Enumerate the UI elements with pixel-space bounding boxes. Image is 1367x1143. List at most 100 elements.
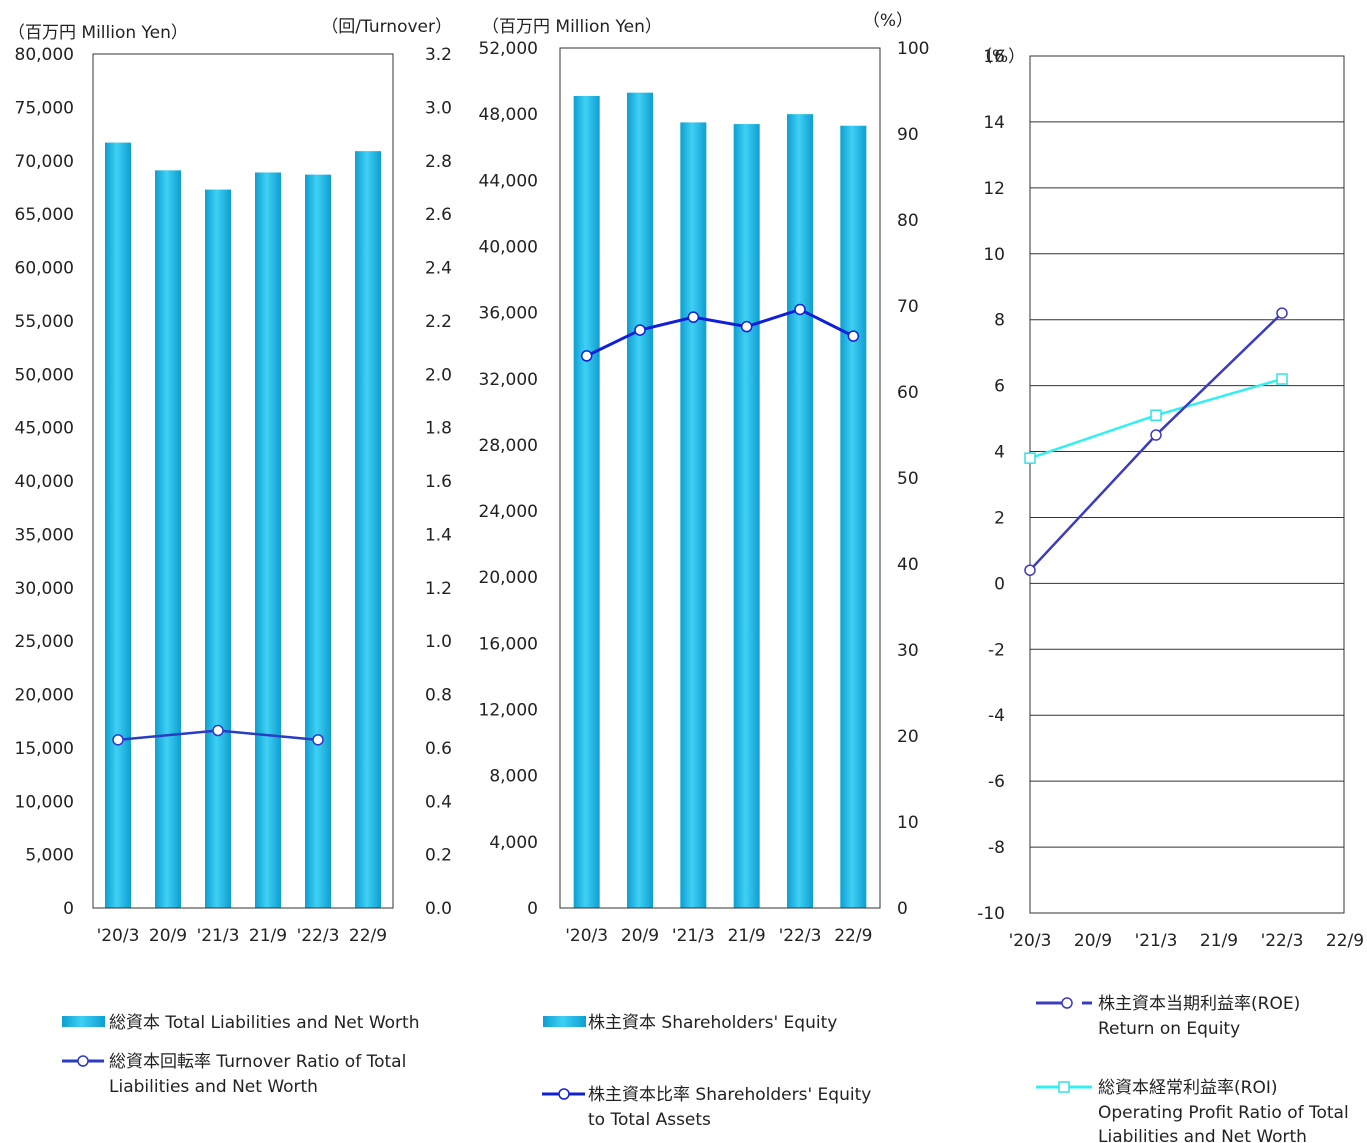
c1-left-tick-label: 65,000 <box>15 205 74 225</box>
c2-right-tick-label: 30 <box>897 641 919 661</box>
c1-category-label: 22/9 <box>349 926 387 946</box>
c2-category-label: '21/3 <box>672 926 715 946</box>
chart-shareholders-equity: （百万円 Million Yen） （%） 0 4,000 8,000 12,000 1… <box>479 11 930 946</box>
c2-equity-ratio-marker <box>794 303 806 316</box>
legend-c2-bar: 株主資本 Shareholders' Equity <box>543 1013 837 1033</box>
c2-right-tick-label: 0 <box>897 899 908 919</box>
c1-right-tick-label: 0.0 <box>425 899 452 919</box>
c1-bar <box>355 151 381 908</box>
c2-right-tick-label: 10 <box>897 813 919 833</box>
c1-turnover-marker <box>312 734 324 746</box>
c3-tick-label: 14 <box>983 113 1005 133</box>
c2-bars <box>573 92 867 909</box>
c3-roe-legend-marker <box>1061 997 1073 1009</box>
c3-axis-ticks: -10 -8 -6 -4 -2 0 2 4 6 8 10 12 14 16 <box>977 47 1005 924</box>
c1-left-tick-label: 0 <box>63 899 74 919</box>
c1-turnover-marker <box>212 724 224 737</box>
c2-left-tick-label: 44,000 <box>479 171 538 191</box>
c3-roe-polyline <box>1029 312 1283 572</box>
c2-equity-ratio-marker <box>740 320 753 333</box>
c3-tick-label: 16 <box>983 47 1005 67</box>
c2-left-tick-label: 48,000 <box>479 105 538 125</box>
c2-line-legend-label-2: to Total Assets <box>588 1110 711 1130</box>
c2-right-unit-label: （%） <box>863 11 913 31</box>
c1-left-tick-label: 80,000 <box>15 45 74 65</box>
c3-roi-marker <box>1150 409 1162 422</box>
c1-left-tick-label: 60,000 <box>15 259 74 279</box>
legend-c3-roe: 株主資本当期利益率(ROE) Return on Equity <box>1036 994 1300 1039</box>
c1-right-tick-label: 0.4 <box>425 792 452 812</box>
c1-bar <box>305 174 331 908</box>
c1-category-label: '22/3 <box>297 926 340 946</box>
c1-right-tick-label: 2.8 <box>425 152 452 172</box>
c3-category-label: 22/9 <box>1326 931 1364 951</box>
c3-unit-label: （%） <box>975 47 1025 67</box>
c2-line-legend-marker <box>558 1088 570 1100</box>
c1-turnover-marker <box>112 734 124 746</box>
c1-line-legend-label-2: Liabilities and Net Worth <box>109 1077 318 1097</box>
c2-category-label: '22/3 <box>779 926 822 946</box>
c2-right-tick-label: 20 <box>897 727 919 747</box>
c1-right-tick-label: 1.4 <box>425 525 452 545</box>
c2-left-tick-label: 16,000 <box>479 634 538 654</box>
c1-category-label: '20/3 <box>97 926 140 946</box>
c1-category-label: '21/3 <box>197 926 240 946</box>
c1-left-tick-label: 30,000 <box>15 579 74 599</box>
c2-left-unit-label: （百万円 Million Yen） <box>482 17 662 37</box>
c2-bar <box>627 92 653 908</box>
c3-tick-label: 10 <box>983 245 1005 265</box>
c1-category-labels: '20/3 20/9 '21/3 21/9 '22/3 22/9 <box>97 926 388 946</box>
c3-roe-marker <box>1024 564 1036 576</box>
c1-category-label: 21/9 <box>249 926 287 946</box>
c3-roi-legend-label-3: Liabilities and Net Worth <box>1098 1127 1307 1143</box>
c3-roi-marker <box>1024 452 1036 464</box>
c2-left-tick-label: 8,000 <box>489 767 538 787</box>
c2-equity-ratio-marker <box>580 350 593 362</box>
c3-gridlines <box>1030 121 1344 848</box>
c1-right-tick-label: 2.2 <box>425 312 452 332</box>
c3-category-label: 20/9 <box>1074 931 1112 951</box>
c3-category-label: '21/3 <box>1135 931 1178 951</box>
c3-roe-marker <box>1150 429 1162 441</box>
c3-tick-label: -4 <box>988 706 1005 726</box>
c2-right-tick-label: 70 <box>897 297 919 317</box>
c2-bar-legend-swatch <box>543 1016 586 1027</box>
c1-left-tick-label: 5,000 <box>25 846 74 866</box>
c1-right-tick-label: 0.8 <box>425 686 452 706</box>
c3-tick-label: 6 <box>994 377 1005 397</box>
c1-right-tick-label: 1.2 <box>425 579 452 599</box>
c3-lines <box>1024 307 1288 576</box>
c1-bar-legend-swatch <box>62 1016 105 1027</box>
c2-left-axis-ticks: 0 4,000 8,000 12,000 16,000 20,000 24,000 28,00… <box>479 39 538 919</box>
c1-left-unit-label: （百万円 Million Yen） <box>8 23 188 43</box>
c2-right-tick-label: 50 <box>897 469 919 489</box>
c3-tick-label: -2 <box>988 640 1005 660</box>
c1-left-tick-label: 70,000 <box>15 152 74 172</box>
c2-right-tick-label: 100 <box>897 39 929 59</box>
c2-left-tick-label: 32,000 <box>479 370 538 390</box>
c3-roi-legend-label-2: Operating Profit Ratio of Total <box>1098 1103 1349 1123</box>
c2-bar <box>733 124 760 909</box>
c3-category-labels: '20/3 20/9 '21/3 21/9 '22/3 22/9 <box>1009 931 1365 951</box>
c1-category-label: 20/9 <box>149 926 187 946</box>
c1-left-tick-label: 40,000 <box>15 472 74 492</box>
c1-right-axis-ticks: 0.0 0.2 0.4 0.6 0.8 1.0 1.2 1.4 1.6 1.8 2.0 2.2 2.4 2… <box>425 45 452 919</box>
c3-category-label: '20/3 <box>1009 931 1052 951</box>
c1-left-tick-label: 45,000 <box>15 419 74 439</box>
c2-left-tick-label: 20,000 <box>479 568 538 588</box>
c2-left-tick-label: 52,000 <box>479 39 538 59</box>
c3-category-label: '22/3 <box>1261 931 1304 951</box>
c2-equity-ratio-line <box>580 303 860 362</box>
c3-roe-legend-label-1: 株主資本当期利益率(ROE) <box>1098 994 1300 1014</box>
c3-roi-legend-marker <box>1058 1081 1070 1093</box>
c2-right-tick-label: 40 <box>897 555 919 575</box>
c1-line-legend-label-1: 総資本回転率 Turnover Ratio of Total <box>109 1052 406 1072</box>
c3-tick-label: 2 <box>994 508 1005 528</box>
legend-c1-line: 総資本回転率 Turnover Ratio of Total Liabiliti… <box>62 1052 406 1097</box>
c2-category-label: '20/3 <box>565 926 608 946</box>
c1-right-tick-label: 1.0 <box>425 632 452 652</box>
c2-right-tick-label: 60 <box>897 383 919 403</box>
c1-left-tick-label: 10,000 <box>15 792 74 812</box>
c2-left-tick-label: 40,000 <box>479 237 538 257</box>
